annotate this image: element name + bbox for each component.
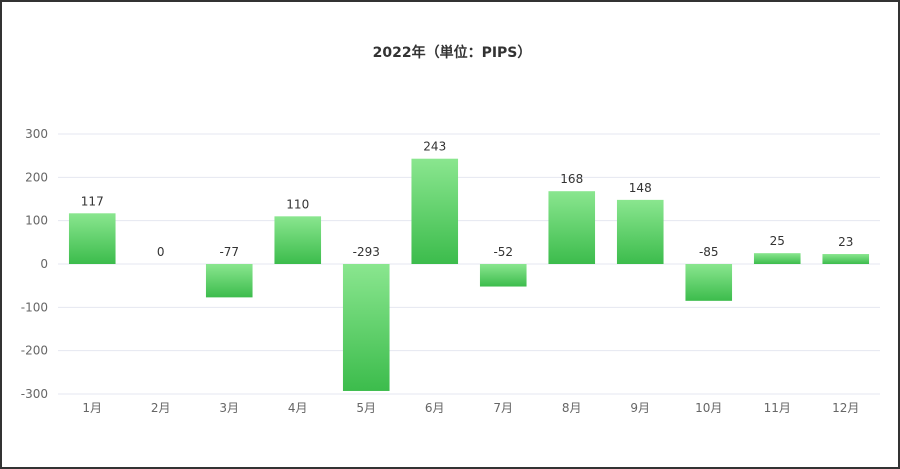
x-tick-label: 5月 bbox=[356, 401, 376, 415]
x-tick-label: 9月 bbox=[630, 401, 650, 415]
bar-7 bbox=[479, 264, 527, 287]
bar-11 bbox=[753, 253, 801, 264]
bar-1 bbox=[68, 213, 116, 264]
y-axis-ticks: 300 200 100 0 -100 -200 -300 bbox=[21, 127, 48, 401]
x-tick-label: 3月 bbox=[219, 401, 239, 415]
x-tick-label: 11月 bbox=[764, 401, 791, 415]
y-tick-label: -200 bbox=[21, 344, 48, 358]
bars bbox=[68, 158, 870, 391]
y-tick-label: 100 bbox=[25, 214, 48, 228]
data-label-7: -52 bbox=[493, 245, 513, 259]
bar-6 bbox=[411, 158, 459, 264]
data-label-10: -85 bbox=[699, 245, 719, 259]
bar-3 bbox=[205, 264, 253, 298]
y-tick-label: -300 bbox=[21, 387, 48, 401]
data-label-4: 110 bbox=[286, 197, 309, 211]
y-tick-label: -100 bbox=[21, 300, 48, 314]
bar-8 bbox=[548, 191, 596, 264]
bar-5 bbox=[342, 264, 390, 391]
y-tick-label: 200 bbox=[25, 170, 48, 184]
data-label-5: -293 bbox=[353, 245, 380, 259]
y-tick-label: 0 bbox=[40, 257, 48, 271]
data-label-3: -77 bbox=[219, 245, 239, 259]
grid-lines bbox=[58, 133, 880, 395]
bar-9 bbox=[616, 199, 664, 264]
x-tick-label: 4月 bbox=[288, 401, 308, 415]
data-label-2: 0 bbox=[157, 245, 165, 259]
bar-10 bbox=[685, 264, 733, 301]
x-tick-label: 1月 bbox=[82, 401, 102, 415]
data-label-11: 25 bbox=[770, 234, 785, 248]
x-tick-label: 6月 bbox=[425, 401, 445, 415]
y-tick-label: 300 bbox=[25, 127, 48, 141]
bar-12 bbox=[822, 254, 870, 264]
data-label-8: 168 bbox=[560, 172, 583, 186]
data-label-6: 243 bbox=[423, 140, 446, 154]
x-tick-label: 8月 bbox=[562, 401, 582, 415]
data-labels: 117 0 -77 110 -293 243 -52 168 148 -85 25 23 bbox=[81, 140, 854, 259]
x-tick-label: 10月 bbox=[695, 401, 722, 415]
data-label-9: 148 bbox=[629, 181, 652, 195]
data-label-1: 117 bbox=[81, 194, 104, 208]
x-tick-label: 12月 bbox=[832, 401, 859, 415]
x-tick-label: 7月 bbox=[493, 401, 513, 415]
x-axis-ticks: 1月 2月 3月 4月 5月 6月 7月 8月 9月 10月 11月 12月 bbox=[82, 401, 859, 415]
data-label-12: 23 bbox=[838, 235, 853, 249]
chart-title: 2022年（単位：PIPS） bbox=[372, 45, 532, 61]
x-tick-label: 2月 bbox=[151, 401, 171, 415]
bar-4 bbox=[274, 216, 322, 264]
